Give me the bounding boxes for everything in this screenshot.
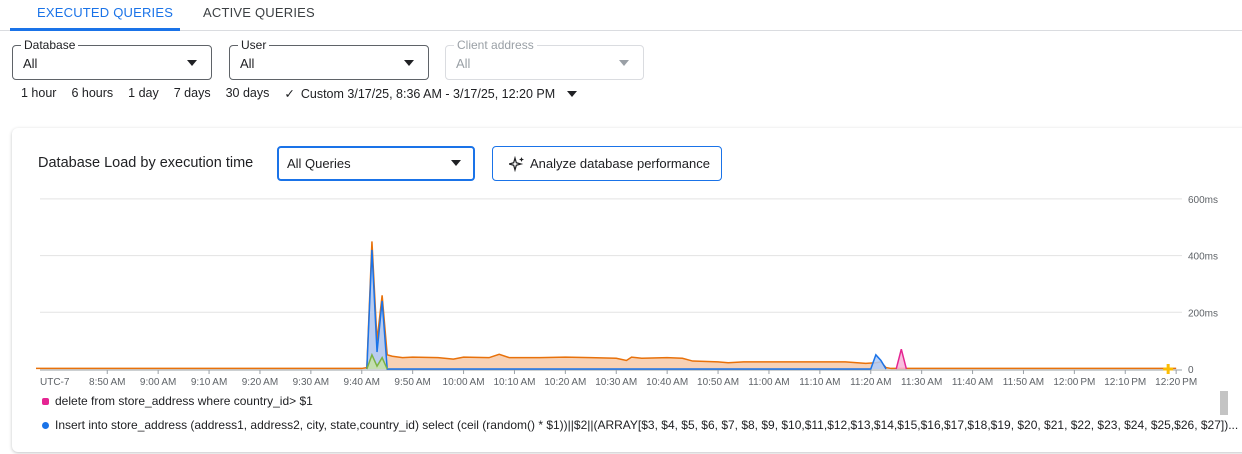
tab-bar: EXECUTED QUERIES ACTIVE QUERIES bbox=[0, 0, 1242, 31]
timezone-label: UTC-7 bbox=[40, 377, 70, 388]
query-filter-value: All Queries bbox=[287, 156, 351, 171]
legend-label: delete from store_address where country_… bbox=[55, 394, 313, 408]
x-tick-label: 10:30 AM bbox=[595, 377, 637, 388]
chevron-down-icon bbox=[187, 60, 197, 66]
y-tick-label: 200ms bbox=[1188, 308, 1218, 319]
x-tick-label: 9:50 AM bbox=[394, 377, 430, 388]
database-label: Database bbox=[21, 38, 79, 52]
database-select[interactable]: Database All bbox=[12, 38, 212, 80]
series-area-0 bbox=[36, 241, 1177, 369]
series-line-1 bbox=[366, 249, 887, 370]
x-tick-label: 11:10 AM bbox=[799, 377, 840, 388]
series-area-3 bbox=[896, 349, 907, 369]
x-tick-label: 11:50 AM bbox=[1003, 377, 1044, 388]
x-tick-label: 9:20 AM bbox=[242, 377, 278, 388]
legend-item-delete[interactable]: delete from store_address where country_… bbox=[42, 394, 313, 408]
active-tab-indicator bbox=[10, 28, 180, 31]
user-value: All bbox=[240, 56, 255, 71]
legend-item-insert[interactable]: Insert into store_address (address1, add… bbox=[42, 418, 1238, 432]
x-tick-label: 8:50 AM bbox=[89, 377, 125, 388]
series-area-1 bbox=[366, 249, 887, 369]
series-line-3 bbox=[895, 348, 908, 370]
chevron-down-icon bbox=[567, 90, 578, 97]
database-value: All bbox=[23, 56, 38, 71]
check-icon: ✓ bbox=[284, 87, 295, 101]
time-range-selector: 1 hour 6 hours 1 day 7 days 30 days ✓ Cu… bbox=[21, 86, 592, 101]
range-7-days[interactable]: 7 days bbox=[173, 86, 211, 100]
x-tick-label: 10:50 AM bbox=[697, 377, 739, 388]
chevron-down-icon bbox=[404, 60, 414, 66]
series-end-marker bbox=[1163, 364, 1174, 374]
x-tick-label: 9:40 AM bbox=[344, 377, 380, 388]
legend-label: Insert into store_address (address1, add… bbox=[55, 418, 1239, 432]
x-tick-label: 11:00 AM bbox=[748, 377, 789, 388]
x-tick-label: 12:00 PM bbox=[1053, 377, 1095, 388]
client-address-select: Client address All bbox=[445, 38, 644, 80]
range-30-days[interactable]: 30 days bbox=[225, 86, 270, 100]
range-6-hours[interactable]: 6 hours bbox=[71, 86, 114, 100]
y-tick-label: 0 bbox=[1188, 365, 1194, 376]
x-tick-label: 10:00 AM bbox=[443, 377, 485, 388]
x-tick-label: 9:00 AM bbox=[140, 377, 176, 388]
x-tick-label: 12:20 PM bbox=[1155, 377, 1197, 388]
custom-range-label: Custom 3/17/25, 8:36 AM - 3/17/25, 12:20… bbox=[300, 86, 556, 101]
client-address-label: Client address bbox=[454, 38, 537, 52]
sparkle-icon bbox=[509, 155, 524, 172]
query-filter-select[interactable]: All Queries bbox=[277, 146, 475, 181]
y-tick-label: 600ms bbox=[1188, 195, 1218, 206]
y-tick-label: 400ms bbox=[1188, 252, 1218, 263]
x-tick-label: 10:40 AM bbox=[646, 377, 688, 388]
tab-active-queries[interactable]: ACTIVE QUERIES bbox=[203, 5, 315, 20]
analyze-performance-button[interactable]: Analyze database performance bbox=[492, 146, 722, 181]
x-tick-label: 10:10 AM bbox=[493, 377, 535, 388]
chevron-down-icon bbox=[451, 160, 461, 166]
x-tick-label: 11:20 AM bbox=[850, 377, 891, 388]
series-line-0 bbox=[36, 241, 1177, 370]
chevron-down-icon bbox=[619, 60, 629, 66]
legend-scrollbar[interactable] bbox=[1220, 391, 1228, 415]
legend-marker-blue bbox=[42, 421, 49, 429]
x-tick-label: 10:20 AM bbox=[544, 377, 586, 388]
client-address-value: All bbox=[456, 56, 471, 71]
range-1-hour[interactable]: 1 hour bbox=[21, 86, 57, 100]
legend-marker-pink bbox=[42, 397, 49, 405]
user-select[interactable]: User All bbox=[229, 38, 429, 80]
panel-title: Database Load by execution time bbox=[38, 155, 254, 171]
analyze-button-label: Analyze database performance bbox=[530, 156, 710, 171]
series-line-2 bbox=[366, 352, 388, 370]
range-custom[interactable]: ✓ Custom 3/17/25, 8:36 AM - 3/17/25, 12:… bbox=[284, 86, 578, 101]
x-tick-label: 12:10 PM bbox=[1104, 377, 1146, 388]
database-load-chart: 0 200ms 400ms 600ms UTC-7 8:50 AM 9:00 AM 9:10 … bbox=[36, 195, 1218, 388]
x-tick-label: 9:30 AM bbox=[293, 377, 329, 388]
user-label: User bbox=[238, 38, 270, 52]
x-tick-label: 11:30 AM bbox=[901, 377, 942, 388]
tab-executed-queries[interactable]: EXECUTED QUERIES bbox=[37, 5, 174, 20]
range-1-day[interactable]: 1 day bbox=[128, 86, 159, 100]
database-load-card bbox=[12, 128, 1242, 452]
x-tick-label: 11:40 AM bbox=[952, 377, 993, 388]
x-tick-label: 9:10 AM bbox=[191, 377, 227, 388]
